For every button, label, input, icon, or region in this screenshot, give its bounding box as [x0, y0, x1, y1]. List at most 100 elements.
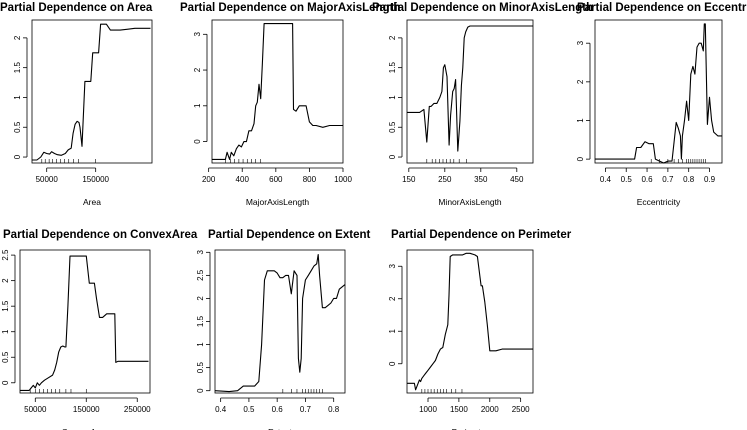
- y-tick-label: 2: [1, 278, 10, 283]
- panel-1: Partial Dependence on Area 50000 150000 0 0.…: [0, 2, 153, 207]
- x-tick-label: 1000: [419, 405, 437, 414]
- series-line: [212, 23, 343, 160]
- panel-title: Partial Dependence on Extent: [208, 229, 370, 241]
- y-tick-label: 0: [388, 361, 397, 366]
- y-tick-label: 2: [13, 35, 22, 40]
- series-line: [20, 255, 149, 391]
- x-tick-label: 0.6: [272, 405, 284, 414]
- y-tick-label: 1.5: [196, 315, 205, 327]
- series-line: [32, 23, 151, 161]
- series-line: [595, 23, 722, 164]
- x-axis-label: Area: [83, 197, 101, 207]
- y-tick-label: 1.5: [13, 62, 22, 74]
- y-tick-label: 0: [388, 154, 397, 159]
- x-tick-label: 0.7: [662, 175, 674, 184]
- y-tick-label: 3: [388, 263, 397, 268]
- x-tick-label: 2000: [481, 405, 499, 414]
- plot-frame: [406, 19, 534, 164]
- y-tick-label: 1: [196, 342, 205, 347]
- panel-title: Partial Dependence on Perimeter: [391, 229, 572, 241]
- y-tick-label: 1: [576, 118, 585, 123]
- plot-frame: [19, 249, 151, 394]
- x-tick-label: 350: [474, 175, 488, 184]
- x-tick-label: 0.4: [215, 405, 227, 414]
- y-tick-label: 3: [576, 40, 585, 45]
- y-tick-label: 2: [193, 67, 202, 72]
- y-tick-label: 0: [1, 380, 10, 385]
- y-tick-label: 3: [196, 250, 205, 255]
- x-axis-label: Perimeter: [452, 427, 489, 430]
- x-tick-label: 0.8: [328, 405, 340, 414]
- plot-frame: [406, 249, 534, 394]
- x-tick-label: 0.6: [641, 175, 653, 184]
- x-tick-label: 150000: [82, 175, 109, 184]
- y-tick-label: 0.5: [388, 121, 397, 133]
- x-tick-label: 0.7: [300, 405, 312, 414]
- y-tick-label: 2: [196, 296, 205, 301]
- panel-2: Partial Dependence on MajorAxisLength200…: [180, 2, 400, 207]
- x-tick-label: 1500: [450, 405, 468, 414]
- x-tick-label: 1000: [334, 175, 352, 184]
- x-tick-label: 250000: [124, 405, 151, 414]
- y-tick-label: 1: [13, 95, 22, 100]
- y-tick-label: 2: [388, 296, 397, 301]
- x-tick-label: 0.4: [600, 175, 612, 184]
- x-tick-label: 0.5: [621, 175, 633, 184]
- plot-frame: [211, 19, 344, 164]
- x-tick-label: 2500: [512, 405, 530, 414]
- x-tick-label: 600: [269, 175, 283, 184]
- x-tick-label: 250: [438, 175, 452, 184]
- x-axis-label: MinorAxisLength: [438, 197, 502, 207]
- y-tick-label: 2.5: [1, 249, 10, 261]
- panel-title: Partial Dependence on Eccentricity: [577, 2, 747, 14]
- x-tick-label: 800: [303, 175, 317, 184]
- panel-6: Partial Dependence on Extent 0.4 0.5 0.6 0.7…: [196, 229, 370, 430]
- y-tick-label: 2: [576, 79, 585, 84]
- x-tick-label: 0.9: [704, 175, 716, 184]
- y-tick-label: 1.5: [1, 300, 10, 312]
- plot-frame: [594, 19, 723, 164]
- x-axis-label: ConvexArea: [62, 427, 109, 430]
- y-tick-label: 0.5: [1, 351, 10, 363]
- y-tick-label: 1: [388, 328, 397, 333]
- panel-title: Partial Dependence on Area: [0, 2, 153, 14]
- x-tick-label: 450: [510, 175, 524, 184]
- y-tick-label: 0: [193, 139, 202, 144]
- x-axis-label: Extent: [268, 427, 293, 430]
- panel-title: Partial Dependence on ConvexArea: [3, 229, 198, 241]
- series-line: [214, 254, 346, 393]
- panel-4: Partial Dependence on Eccentricity 0.4 0.5…: [576, 2, 747, 207]
- y-tick-label: 1: [388, 95, 397, 100]
- y-tick-label: 0: [196, 388, 205, 393]
- x-tick-label: 150: [402, 175, 416, 184]
- x-tick-label: 50000: [36, 175, 59, 184]
- panel-7: Partial Dependence on Perimeter 1000 1500 2…: [388, 229, 572, 430]
- panel-3: Partial Dependence on MinorAxisLength 150…: [372, 2, 593, 207]
- x-tick-label: 0.5: [243, 405, 255, 414]
- y-tick-label: 2: [388, 35, 397, 40]
- plot-frame: [214, 249, 346, 394]
- y-tick-label: 3: [193, 32, 202, 37]
- y-tick-label: 1: [1, 329, 10, 334]
- x-axis-label: MajorAxisLength: [246, 197, 310, 207]
- series-line: [407, 252, 533, 391]
- x-tick-label: 50000: [24, 405, 47, 414]
- y-tick-label: 1.5: [388, 62, 397, 74]
- x-tick-label: 200: [202, 175, 216, 184]
- y-tick-label: 0: [13, 154, 22, 159]
- plot-frame: [31, 19, 153, 164]
- panel-title: Partial Dependence on MinorAxisLength: [372, 2, 593, 14]
- x-axis-label: Eccentricity: [637, 197, 681, 207]
- panel-5: Partial Dependence on ConvexArea 50000 150…: [1, 229, 198, 430]
- series-line: [407, 25, 533, 152]
- panel-title: Partial Dependence on MajorAxisLength: [180, 2, 400, 14]
- y-tick-label: 0.5: [196, 362, 205, 374]
- y-tick-label: 2.5: [196, 269, 205, 281]
- x-tick-label: 400: [236, 175, 250, 184]
- y-tick-label: 0.5: [13, 121, 22, 133]
- x-tick-label: 150000: [73, 405, 100, 414]
- y-tick-label: 1: [193, 103, 202, 108]
- y-tick-label: 0: [576, 156, 585, 161]
- x-tick-label: 0.8: [683, 175, 695, 184]
